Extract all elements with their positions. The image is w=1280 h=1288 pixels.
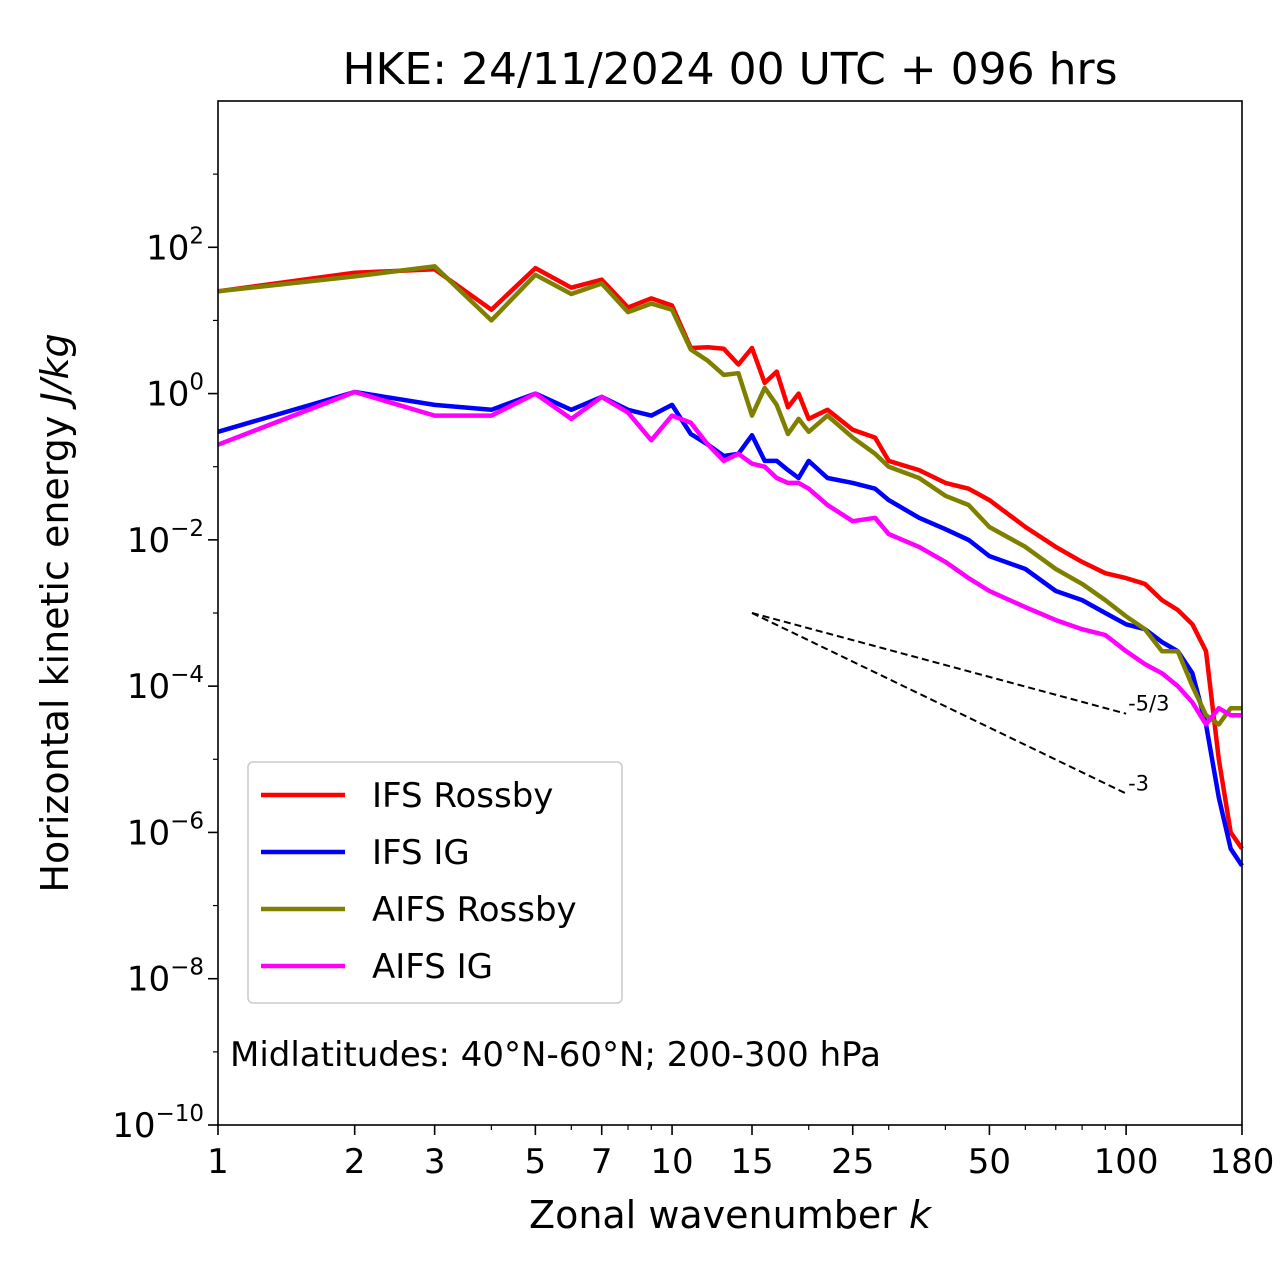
y-tick-label: 10−6 [127,808,204,853]
reference-slope-line [751,612,1127,715]
series-line-aifs-ig [217,389,1242,727]
x-tick-label: 100 [1094,1142,1159,1182]
legend-box [247,761,623,1004]
series-line-ifs-rossby [217,265,1244,850]
y-tick-label: 10−4 [127,662,204,707]
y-tick-label: 10−8 [127,955,204,1000]
y-tick-label: 102 [146,223,204,268]
chart-title: HKE: 24/11/2024 00 UTC + 096 hrs [342,44,1117,95]
reference-slopes: -5/3 -3 [751,612,1169,796]
x-tick-label: 25 [831,1142,874,1182]
x-tick-label: 10 [650,1142,693,1182]
legend-label: IFS Rossby [372,776,553,816]
y-axis: 10−10 10−8 10−6 10−4 10−2 100 102 [112,173,218,1146]
x-tick-label: 15 [730,1142,773,1182]
x-tick-label: 50 [968,1142,1011,1182]
x-tick-label: 7 [591,1142,613,1182]
x-tick-label: 1 [207,1142,229,1182]
x-tick-label: 180 [1210,1142,1275,1182]
x-tick-label: 5 [525,1142,547,1182]
y-tick-label: 10−10 [112,1101,204,1146]
y-axis-label: Horizontal kinetic energy J/kg [33,333,77,892]
y-tick-label: 100 [146,370,204,415]
reference-slope-line [751,612,1127,795]
series-line-aifs-rossby [217,264,1242,727]
legend-label: AIFS IG [372,947,493,987]
x-tick-label: 3 [424,1142,446,1182]
legend: IFS Rossby IFS IG AIFS Rossby AIFS IG [247,761,623,1004]
reference-slope-label: -5/3 [1128,692,1169,716]
y-axis-label-text: Horizontal kinetic energy [33,404,77,893]
y-axis-label-units: J/kg [33,333,77,410]
x-tick-label: 2 [344,1142,366,1182]
reference-slope-label: -3 [1128,772,1149,796]
x-axis-label-text: Zonal wavenumber [529,1193,909,1237]
y-tick-label: 10−2 [127,516,204,561]
x-axis-label: Zonal wavenumber k [529,1193,933,1237]
legend-label: IFS IG [372,833,470,873]
x-axis: 1 2 3 5 7 10 15 25 50 100 180 [207,1125,1274,1182]
series-layer [217,264,1244,868]
region-annotation: Midlatitudes: 40°N-60°N; 200-300 hPa [230,1035,881,1075]
legend-label: AIFS Rossby [372,890,577,930]
x-axis-label-variable: k [909,1193,933,1237]
